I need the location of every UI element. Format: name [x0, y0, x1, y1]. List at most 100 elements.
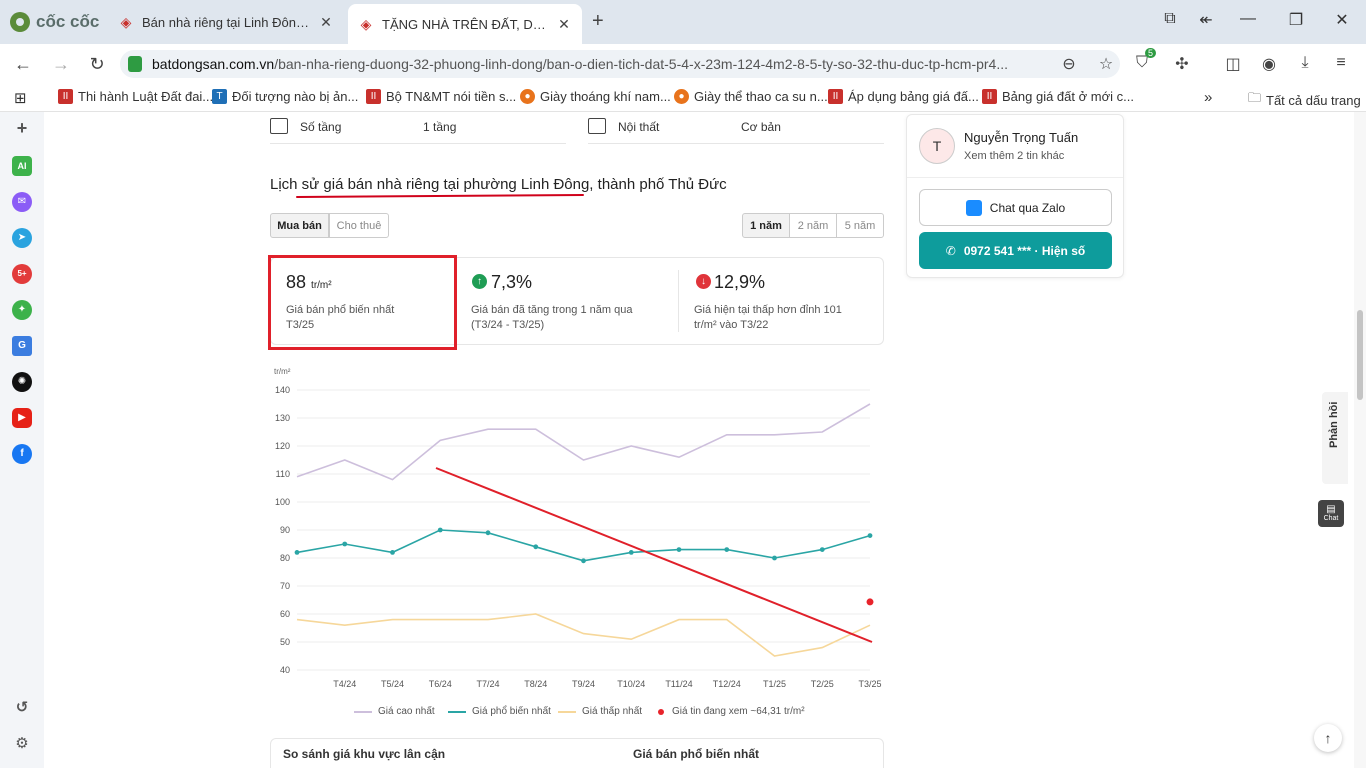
- floors-label: Số tầng: [300, 120, 342, 134]
- stat-increase: 7,3%: [491, 272, 533, 292]
- chat-button[interactable]: ▤ Chat: [1318, 500, 1344, 527]
- menu-icon[interactable]: ≡: [1336, 54, 1346, 71]
- browser-brand: cốc cốc: [36, 12, 100, 31]
- x-tick-label: T8/24: [524, 679, 547, 689]
- scrollbar-thumb[interactable]: [1357, 310, 1363, 400]
- telegram-icon[interactable]: ➤: [12, 228, 32, 248]
- extensions-icon[interactable]: ✣: [1175, 56, 1189, 73]
- tab-buy[interactable]: Mua bán: [270, 213, 329, 238]
- bookmark-item[interactable]: II Thi hành Luật Đất đai...: [58, 89, 213, 104]
- all-bookmarks-folder[interactable]: 🗀 Tất cả dấu trang: [1248, 89, 1361, 111]
- notification-badge-icon[interactable]: 5+: [12, 264, 32, 284]
- bookmark-item[interactable]: ● Giày thoáng khí nam...: [520, 89, 671, 104]
- bookmark-star-icon[interactable]: ☆: [1098, 56, 1114, 73]
- annotation-underline: [295, 193, 585, 199]
- ai-icon[interactable]: AI: [12, 156, 32, 176]
- address-bar[interactable]: batdongsan.com.vn/ban-nha-rieng-duong-32…: [120, 50, 1120, 78]
- avatar[interactable]: T: [919, 128, 955, 164]
- tab-title: TẶNG NHÀ TRÊN ĐẤT, DT ĐẤ: [382, 16, 548, 32]
- bookmark-item[interactable]: ● Giày thể thao ca su n...: [674, 89, 828, 104]
- youtube-icon[interactable]: ▶: [12, 408, 32, 428]
- bookmark-item[interactable]: II Bảng giá đất ở mới c...: [982, 89, 1134, 104]
- current-listing-point: [866, 598, 874, 606]
- add-icon[interactable]: +: [16, 118, 28, 138]
- furniture-icon: [588, 118, 606, 134]
- game-icon[interactable]: ✦: [12, 300, 32, 320]
- close-tab-icon[interactable]: ✕: [558, 15, 570, 32]
- y-axis-label: tr/m²: [274, 367, 291, 376]
- close-tab-icon[interactable]: ✕: [320, 13, 332, 30]
- y-tick-label: 40: [280, 665, 290, 675]
- profile-icon[interactable]: ◉: [1262, 56, 1276, 73]
- x-tick-label: T6/24: [429, 679, 452, 689]
- download-icon[interactable]: ⤓: [1301, 54, 1309, 71]
- reload-icon[interactable]: ↻: [89, 54, 105, 74]
- settings-gear-icon[interactable]: ⚙: [15, 735, 29, 752]
- x-tick-label: T11/24: [665, 679, 692, 689]
- range-2-years[interactable]: 2 năm: [789, 213, 837, 238]
- adblock-shield-icon[interactable]: ⛉: [1135, 54, 1148, 71]
- chatgpt-icon[interactable]: ✺: [12, 372, 32, 392]
- bookmark-favicon-icon: T: [212, 89, 227, 104]
- split-view-icon[interactable]: ◫: [1225, 56, 1241, 73]
- browser-tab[interactable]: ◈ Bán nhà riêng tại Linh Đông, 60m... ✕: [108, 6, 344, 38]
- x-tick-label: T3/25: [858, 679, 881, 689]
- range-1-year[interactable]: 1 năm: [742, 213, 790, 238]
- legend-item: Giá thấp nhất: [558, 706, 642, 717]
- browser-tab-active[interactable]: ◈ TẶNG NHÀ TRÊN ĐẤT, DT ĐẤ ✕: [348, 4, 582, 44]
- forward-icon[interactable]: →: [52, 54, 70, 74]
- zoom-icon[interactable]: ⊖: [1062, 56, 1076, 73]
- close-window-icon[interactable]: ✕: [1335, 12, 1349, 29]
- maximize-icon[interactable]: ❐: [1288, 12, 1304, 29]
- apps-grid-icon[interactable]: ⊞: [14, 90, 27, 107]
- y-tick-label: 110: [276, 469, 290, 479]
- stat-increase-desc: Giá bán đã tăng trong 1 năm qua (T3/24 -…: [471, 304, 633, 331]
- bookmark-item[interactable]: II Bộ TN&MT nói tiền s...: [366, 89, 516, 104]
- seller-more-listings-link[interactable]: Xem thêm 2 tin khác: [964, 150, 1065, 162]
- facebook-icon[interactable]: f: [12, 444, 32, 464]
- show-phone-button[interactable]: ✆ 0972 541 *** · Hiện số: [919, 232, 1112, 269]
- series-line: [296, 529, 871, 562]
- bookmark-favicon-icon: II: [828, 89, 843, 104]
- feedback-tab[interactable]: Phản hồi: [1322, 392, 1348, 484]
- batdongsan-favicon-icon: ◈: [120, 14, 132, 30]
- divider: [907, 177, 1123, 178]
- tab-rent[interactable]: Cho thuê: [329, 213, 389, 238]
- y-tick-label: 140: [275, 385, 290, 395]
- site-info-icon[interactable]: [128, 56, 142, 72]
- scroll-to-top-button[interactable]: ↑: [1314, 724, 1342, 752]
- legend-line-icon: [354, 710, 372, 713]
- new-tab-icon[interactable]: +: [592, 10, 604, 32]
- bookmark-favicon-icon: II: [58, 89, 73, 104]
- browser-logo[interactable]: cốc cốc: [10, 10, 99, 34]
- range-5-years[interactable]: 5 năm: [836, 213, 884, 238]
- scrollbar[interactable]: [1354, 112, 1366, 768]
- screen-capture-icon[interactable]: ⧉: [1164, 10, 1176, 27]
- legend-item: Giá cao nhất: [354, 706, 435, 717]
- y-tick-label: 70: [280, 581, 290, 591]
- browser-toolbar: ← → ↻ batdongsan.com.vn/ban-nha-rieng-du…: [0, 44, 1366, 84]
- bookmark-item[interactable]: T Đối tượng nào bị ản...: [212, 89, 358, 104]
- chat-zalo-button[interactable]: Chat qua Zalo: [919, 189, 1112, 226]
- bookmark-favicon-icon: II: [366, 89, 381, 104]
- more-bookmarks-icon[interactable]: »: [1204, 89, 1213, 106]
- translate-icon[interactable]: G: [12, 336, 32, 356]
- messenger-icon[interactable]: ✉: [12, 192, 32, 212]
- seller-name[interactable]: Nguyễn Trọng Tuấn: [964, 130, 1079, 145]
- tab-title: Bán nhà riêng tại Linh Đông, 60m...: [142, 14, 310, 30]
- stat-popular-price: 88 tr/m²: [286, 272, 332, 292]
- data-point: [485, 530, 491, 536]
- bookmark-item[interactable]: II Áp dụng bảng giá đấ...: [828, 89, 979, 104]
- y-tick-label: 120: [275, 441, 290, 451]
- furniture-label: Nội thất: [618, 120, 660, 134]
- history-icon[interactable]: ↺: [15, 699, 29, 716]
- legend-line-icon: [558, 710, 576, 713]
- back-history-icon[interactable]: ↞: [1199, 12, 1213, 29]
- annotation-arrow-line: [435, 467, 873, 643]
- phone-icon: ✆: [945, 243, 956, 258]
- floors-value: 1 tầng: [423, 120, 457, 134]
- minimize-icon[interactable]: —: [1240, 10, 1256, 27]
- back-icon[interactable]: ←: [14, 54, 32, 74]
- legend-item: Giá phổ biến nhất: [448, 706, 551, 717]
- url-text: batdongsan.com.vn/ban-nha-rieng-duong-32…: [152, 56, 1009, 72]
